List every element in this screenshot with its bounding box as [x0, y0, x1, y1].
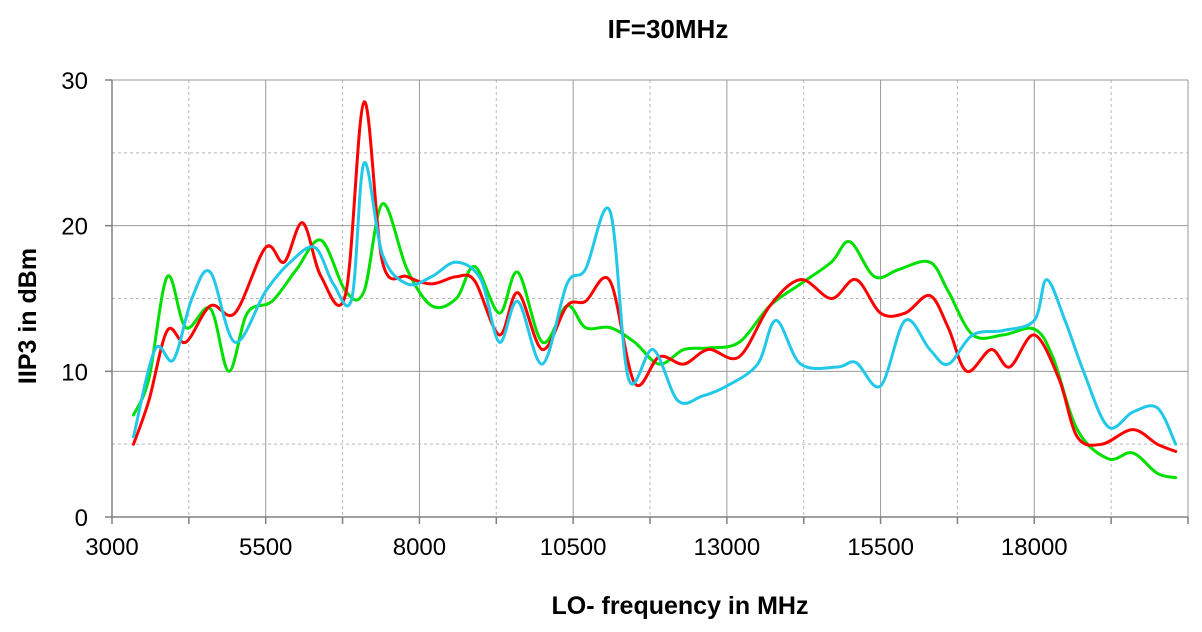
x-tick-label: 13000	[693, 534, 760, 561]
series-line-1	[132, 202, 1178, 480]
series-lines	[132, 100, 1178, 480]
y-tick-label: 30	[61, 68, 88, 95]
x-tick-label: 8000	[393, 534, 446, 561]
series-line-3	[132, 161, 1178, 446]
x-tick-label: 10500	[540, 534, 607, 561]
y-tick-label: 20	[61, 214, 88, 241]
x-tick-label: 5500	[239, 534, 292, 561]
y-axis-label: IIP3 in dBm	[14, 248, 42, 384]
x-axis-label: LO- frequency in MHz	[552, 592, 809, 620]
x-tick-label: 3000	[85, 534, 138, 561]
y-tick-label: 10	[61, 359, 88, 386]
x-tick-label: 18000	[1001, 534, 1068, 561]
axes	[105, 79, 1189, 524]
chart-title: IF=30MHz	[608, 14, 729, 44]
series-line-2	[132, 100, 1178, 453]
x-tick-label: 15500	[847, 534, 914, 561]
tick-labels: 3000 5500 8000 10500 13000 15500 18000 0 10 20 30	[61, 68, 1067, 561]
y-tick-label: 0	[75, 505, 88, 532]
